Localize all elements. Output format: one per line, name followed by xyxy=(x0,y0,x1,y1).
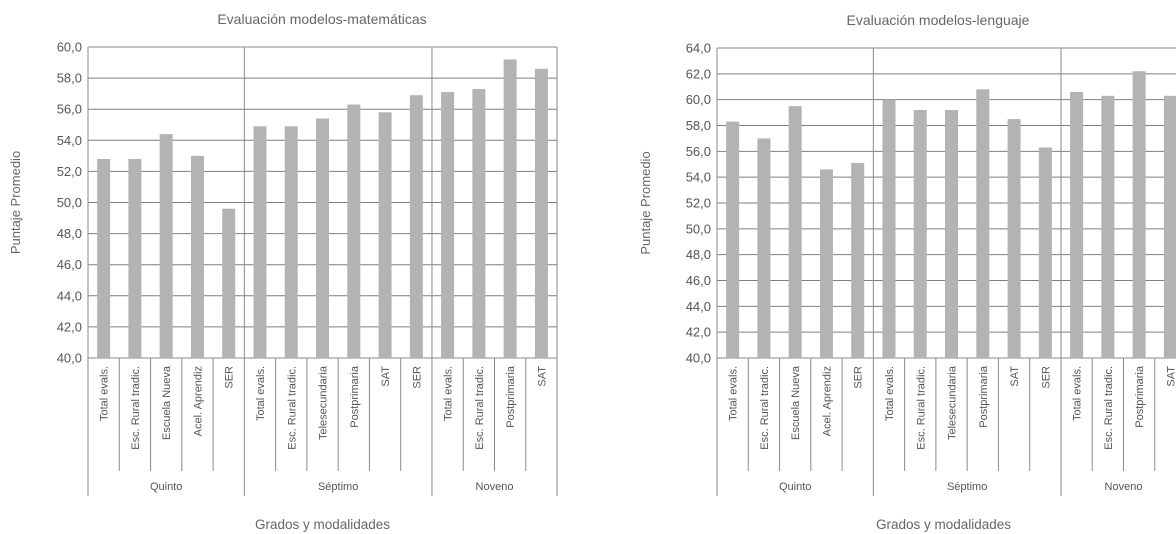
y-tick-label: 46,0 xyxy=(57,257,82,272)
x-category-label: Postprimaria xyxy=(349,365,361,428)
x-category-label: SAT xyxy=(1009,366,1021,387)
language-chart: Evaluación modelos-lenguaje Puntaje Prome… xyxy=(638,12,1176,532)
x-category-label: SAT xyxy=(1165,366,1176,387)
x-category-label: Total evals. xyxy=(255,366,267,421)
x-axis-title: Grados y modalidades xyxy=(255,517,390,532)
x-category-label: SER xyxy=(224,366,236,389)
bar xyxy=(757,138,771,358)
chart-title: Evaluación modelos-matemáticas xyxy=(217,11,426,27)
y-tick-label: 48,0 xyxy=(57,226,82,241)
chart-title: Evaluación modelos-lenguaje xyxy=(847,12,1030,28)
bar xyxy=(882,99,896,359)
bar xyxy=(159,134,173,358)
group-label: Séptimo xyxy=(318,481,358,493)
bar xyxy=(222,208,236,358)
x-category-label: Total evals. xyxy=(728,366,740,421)
x-axis-title: Grados y modalidades xyxy=(876,517,1011,532)
y-tick-label: 58,0 xyxy=(686,118,711,133)
x-category-label: Postprimaria xyxy=(505,365,517,428)
y-tick-label: 52,0 xyxy=(686,196,711,211)
bar xyxy=(1007,119,1021,359)
bar xyxy=(503,59,517,358)
bar xyxy=(726,121,740,358)
y-tick-label: 60,0 xyxy=(686,92,711,107)
x-category-label: SER xyxy=(411,366,423,389)
bar xyxy=(913,110,927,358)
y-tick-label: 56,0 xyxy=(686,144,711,159)
bar xyxy=(1163,95,1176,359)
y-tick-label: 56,0 xyxy=(57,102,82,117)
x-category-label: Esc. Rural tradic. xyxy=(1103,366,1115,450)
group-label: Noveno xyxy=(1105,481,1143,493)
x-category-label: Postprimaria xyxy=(1134,365,1146,428)
group-label: Noveno xyxy=(476,481,514,493)
x-category-label: Total evals. xyxy=(443,366,455,421)
bar xyxy=(316,118,330,358)
y-tick-label: 48,0 xyxy=(686,247,711,262)
bar xyxy=(472,88,486,359)
x-category-label: Escuela Nueva xyxy=(161,365,173,440)
y-tick-label: 44,0 xyxy=(686,299,711,314)
math-chart: Evaluación modelos-matemáticas Puntaje Pr… xyxy=(8,11,558,532)
bar xyxy=(97,158,111,358)
bar xyxy=(441,92,455,358)
y-tick-label: 44,0 xyxy=(57,288,82,303)
bar xyxy=(1070,91,1084,359)
x-category-label: Escuela Nueva xyxy=(790,365,802,440)
x-category-label: Esc. Rural tradic. xyxy=(915,366,927,450)
x-category-label: SAT xyxy=(380,366,392,387)
y-tick-label: 42,0 xyxy=(686,325,711,340)
x-category-label: Total evals. xyxy=(884,366,896,421)
bar xyxy=(1101,95,1115,359)
bar xyxy=(851,162,865,358)
y-tick-label: 40,0 xyxy=(686,351,711,366)
bar xyxy=(819,169,833,358)
bar xyxy=(1038,147,1052,358)
x-category-label: Postprimaria xyxy=(978,365,990,428)
y-axis-label: Puntaje Promedio xyxy=(638,151,653,254)
y-tick-label: 62,0 xyxy=(686,66,711,81)
bar xyxy=(253,126,267,359)
group-label: Quinto xyxy=(150,481,182,493)
bar xyxy=(1132,71,1146,358)
x-category-label: Telesecundaria xyxy=(318,365,330,440)
y-tick-label: 46,0 xyxy=(686,273,711,288)
bar xyxy=(788,106,802,358)
x-category-label: Esc. Rural tradic. xyxy=(474,366,486,450)
y-tick-label: 60,0 xyxy=(57,40,82,55)
y-tick-label: 52,0 xyxy=(57,164,82,179)
y-tick-label: 64,0 xyxy=(686,41,711,56)
y-tick-label: 54,0 xyxy=(686,170,711,185)
x-category-label: Esc. Rural tradic. xyxy=(130,366,142,450)
x-category-label: SAT xyxy=(536,366,548,387)
x-category-label: Total evals. xyxy=(99,366,111,421)
bar xyxy=(378,112,392,358)
y-tick-label: 40,0 xyxy=(57,351,82,366)
x-category-label: Telesecundaria xyxy=(947,365,959,440)
x-category-label: Acel. Aprendiz xyxy=(192,366,204,436)
x-category-label: Esc. Rural tradic. xyxy=(759,366,771,450)
group-label: Séptimo xyxy=(947,481,987,493)
bar xyxy=(976,89,990,358)
x-category-label: Acel. Aprendiz xyxy=(821,366,833,436)
y-axis-label: Puntaje Promedio xyxy=(8,151,23,254)
y-tick-label: 58,0 xyxy=(57,71,82,86)
group-label: Quinto xyxy=(779,481,811,493)
bar xyxy=(409,95,423,358)
y-tick-label: 50,0 xyxy=(686,221,711,236)
x-category-label: Total evals. xyxy=(1072,366,1084,421)
bar xyxy=(190,155,204,358)
x-category-label: Esc. Rural tradic. xyxy=(286,366,298,450)
x-category-label: SER xyxy=(1040,366,1052,389)
bar xyxy=(128,158,142,358)
bar xyxy=(945,110,959,358)
bar xyxy=(284,126,298,359)
x-category-label: SER xyxy=(853,366,865,389)
y-tick-label: 54,0 xyxy=(57,133,82,148)
bar xyxy=(347,104,361,358)
y-tick-label: 42,0 xyxy=(57,319,82,334)
bar xyxy=(534,68,548,359)
y-tick-label: 50,0 xyxy=(57,195,82,210)
